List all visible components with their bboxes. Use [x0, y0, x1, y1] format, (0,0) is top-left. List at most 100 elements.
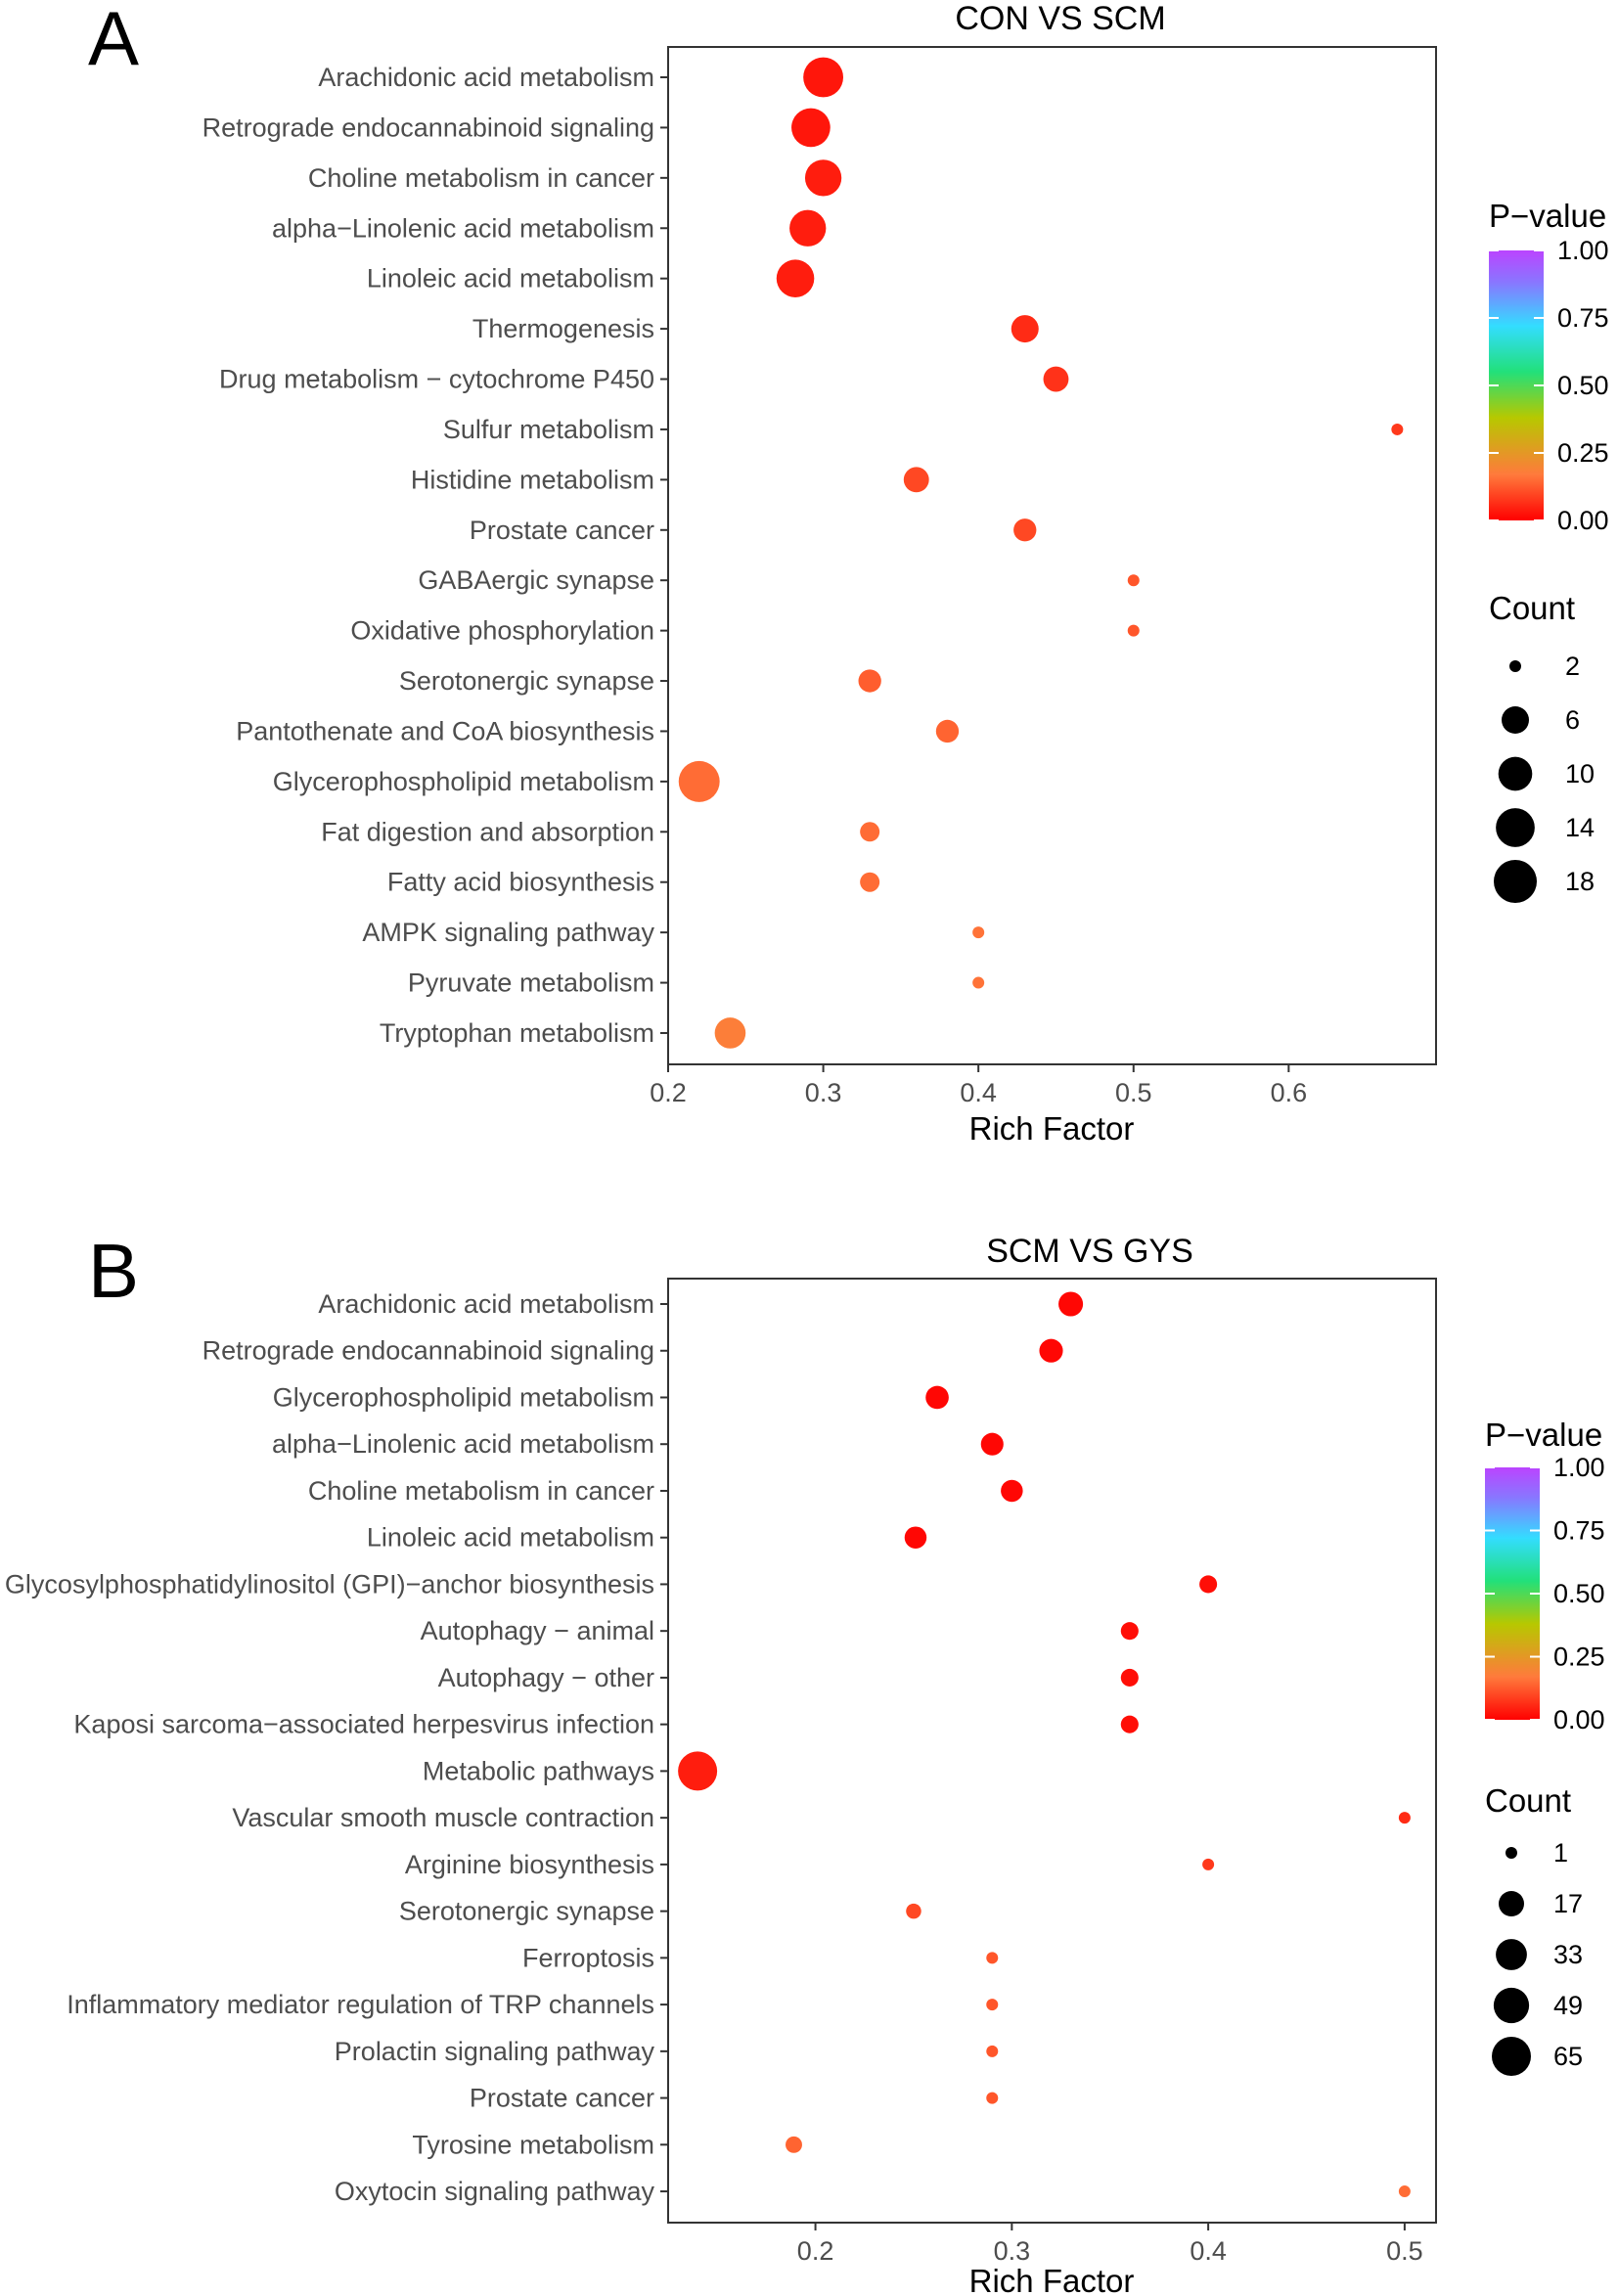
count-legend-dot	[1499, 1891, 1524, 1916]
count-legend-dot	[1496, 1939, 1527, 1970]
point-16	[986, 1999, 999, 2011]
y-tick-label: Autophagy − animal	[421, 1616, 654, 1645]
point-12	[1127, 624, 1140, 637]
point-4	[980, 1432, 1004, 1456]
y-tick-label: Glycosylphosphatidylinositol (GPI)−ancho…	[5, 1569, 654, 1598]
x-tick-label: 0.6	[1271, 1078, 1308, 1107]
point-17	[860, 872, 880, 892]
y-tick-label: Metabolic pathways	[423, 1756, 654, 1785]
y-tick-label: Prostate cancer	[470, 2084, 654, 2113]
point-9	[903, 467, 929, 493]
point-13	[1202, 1858, 1215, 1870]
panel-a-pvalue-legend-title: P−value	[1489, 198, 1606, 234]
x-tick-label: 0.4	[960, 1078, 997, 1107]
count-legend-label: 33	[1553, 1940, 1583, 1969]
y-tick-label: Arachidonic acid metabolism	[318, 1289, 654, 1319]
y-tick-label: Choline metabolism in cancer	[308, 1476, 654, 1506]
point-2	[1039, 1338, 1063, 1363]
point-8	[1391, 423, 1404, 435]
panel-b-y-labels: Arachidonic acid metabolism Retrograde en…	[5, 1289, 668, 2206]
point-6	[1011, 315, 1039, 343]
panel-a-x-axis-title: Rich Factor	[969, 1110, 1135, 1147]
panel-a-points	[678, 57, 1404, 1049]
point-2	[791, 108, 831, 148]
panel-b-letter: B	[88, 1228, 139, 1314]
point-1	[1058, 1291, 1084, 1317]
y-tick-label: Inflammatory mediator regulation of TRP …	[67, 1990, 654, 2019]
x-tick-label: 0.2	[797, 2236, 834, 2266]
panel-b-x-axis-title: Rich Factor	[969, 2263, 1135, 2296]
y-tick-label: Autophagy − other	[438, 1663, 654, 1692]
y-tick-label: Retrograde endocannabinoid signaling	[202, 1336, 654, 1366]
y-tick-label: Thermogenesis	[472, 314, 654, 343]
panel-b-plot-area	[667, 1278, 1437, 2224]
point-20	[1398, 2185, 1411, 2198]
colorbar-label: 0.50	[1557, 371, 1609, 400]
y-tick-label: Kaposi sarcoma−associated herpesvirus in…	[73, 1710, 654, 1739]
panel-a-title: CON VS SCM	[955, 0, 1165, 37]
panel-b-x-ticks: 0.2 0.3 0.4 0.5	[797, 2223, 1423, 2266]
panel-b-pvalue-legend: P−value 1.00 0.75 0.50 0.25 0.00	[1485, 1417, 1605, 1734]
count-legend-label: 2	[1565, 652, 1580, 681]
y-tick-label: Oxidative phosphorylation	[350, 616, 654, 646]
count-legend-label: 17	[1553, 1889, 1583, 1918]
colorbar-label: 0.75	[1553, 1516, 1605, 1546]
y-tick-label: Arachidonic acid metabolism	[318, 63, 654, 92]
y-tick-label: Ferroptosis	[522, 1943, 654, 1972]
panel-b: B SCM VS GYS Arachidonic acid metabolism…	[5, 1228, 1605, 2296]
y-tick-label: Sulfur metabolism	[443, 415, 654, 444]
point-10	[1013, 518, 1037, 542]
x-tick-label: 0.3	[805, 1078, 842, 1107]
y-tick-label: Fatty acid biosynthesis	[387, 868, 654, 897]
colorbar-label: 0.25	[1553, 1643, 1605, 1672]
y-tick-label: Glycerophospholipid metabolism	[273, 767, 654, 796]
point-18	[972, 926, 985, 939]
point-20	[714, 1017, 746, 1049]
x-tick-label: 0.4	[1190, 2236, 1227, 2266]
colorbar-label: 0.00	[1557, 506, 1609, 535]
count-legend-label: 10	[1565, 759, 1595, 788]
x-tick-label: 0.2	[650, 1078, 687, 1107]
count-legend-dot	[1509, 660, 1521, 672]
point-8	[1120, 1622, 1139, 1641]
point-1	[803, 57, 844, 98]
y-tick-label: Histidine metabolism	[411, 465, 654, 494]
point-13	[858, 669, 881, 693]
panel-b-points	[678, 1291, 1411, 2198]
y-tick-label: AMPK signaling pathway	[362, 918, 654, 947]
colorbar-label: 0.75	[1557, 303, 1609, 333]
y-tick-label: Arginine biosynthesis	[405, 1850, 654, 1879]
x-tick-label: 0.3	[994, 2236, 1031, 2266]
point-6	[904, 1526, 927, 1549]
count-legend-label: 49	[1553, 1991, 1583, 2020]
point-3	[804, 159, 842, 197]
y-tick-label: GABAergic synapse	[418, 565, 654, 595]
y-tick-label: Linoleic acid metabolism	[367, 264, 654, 293]
point-4	[789, 209, 827, 247]
y-tick-label: Drug metabolism − cytochrome P450	[219, 365, 654, 394]
panel-a-count-legend: Count 2 6 10 14 18	[1489, 590, 1595, 903]
y-tick-label: Prostate cancer	[470, 516, 654, 545]
y-tick-label: Pyruvate metabolism	[408, 968, 654, 998]
point-16	[860, 822, 880, 842]
y-tick-label: Pantothenate and CoA biosynthesis	[236, 716, 654, 745]
x-tick-label: 0.5	[1386, 2236, 1423, 2266]
point-14	[906, 1903, 921, 1919]
point-7	[1199, 1575, 1218, 1594]
point-15	[678, 760, 720, 802]
count-legend-dot	[1502, 706, 1529, 734]
y-tick-label: alpha−Linolenic acid metabolism	[272, 213, 654, 243]
y-tick-label: Tryptophan metabolism	[380, 1018, 654, 1048]
panel-a-plot-area	[667, 46, 1437, 1065]
count-legend-label: 65	[1553, 2042, 1583, 2071]
y-tick-label: Tyrosine metabolism	[412, 2130, 654, 2159]
y-tick-label: Oxytocin signaling pathway	[335, 2177, 655, 2206]
colorbar-label: 0.50	[1553, 1579, 1605, 1608]
count-legend-dot	[1494, 860, 1537, 903]
point-19	[972, 976, 985, 989]
point-12	[1398, 1812, 1411, 1824]
point-17	[986, 2045, 999, 2057]
point-15	[986, 1952, 999, 1964]
count-legend-dot	[1498, 756, 1533, 791]
y-tick-label: alpha−Linolenic acid metabolism	[272, 1429, 654, 1459]
